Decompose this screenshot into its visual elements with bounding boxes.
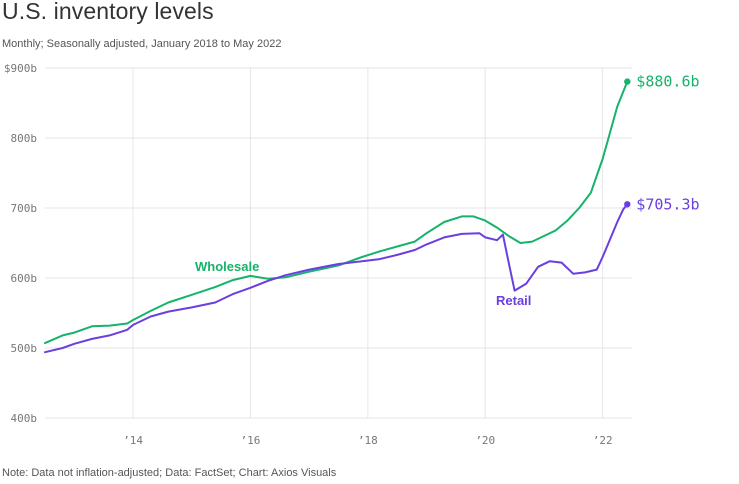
chart-footnote: Note: Data not inflation-adjusted; Data:…: [2, 467, 337, 479]
x-tick-label: ’22: [593, 434, 613, 447]
y-tick-label: 500b: [11, 342, 38, 355]
series-end-point-retail: [624, 201, 631, 208]
y-tick-label: 700b: [11, 202, 38, 215]
x-tick-label: ’18: [358, 434, 378, 447]
y-tick-label: 600b: [11, 272, 38, 285]
y-tick-label: 800b: [11, 132, 38, 145]
series-end-label-retail: $705.3b: [636, 195, 699, 213]
x-tick-label: ’20: [475, 434, 495, 447]
chart-subtitle: Monthly; Seasonally adjusted, January 20…: [2, 38, 282, 50]
y-axis-ticks: 400b 500b 600b 700b 800b $900b: [4, 62, 37, 425]
series-end-point-wholesale: [624, 78, 631, 85]
x-tick-label: ’16: [241, 434, 261, 447]
series-line-retail: [44, 203, 629, 354]
series-name-label-wholesale: Wholesale: [195, 259, 259, 274]
x-tick-label: ’14: [123, 434, 143, 447]
series-name-label-retail: Retail: [496, 293, 531, 308]
y-tick-label: $900b: [4, 62, 37, 75]
series-layer: $880.6b Wholesale $705.3b Retail: [44, 73, 700, 354]
series-end-label-wholesale: $880.6b: [636, 73, 699, 91]
x-axis-ticks: ’14 ’16 ’18 ’20 ’22: [123, 434, 612, 447]
chart-title: U.S. inventory levels: [2, 0, 214, 24]
grid-layer: [45, 67, 632, 419]
series-line-wholesale: [44, 80, 629, 345]
y-tick-label: 400b: [11, 412, 38, 425]
